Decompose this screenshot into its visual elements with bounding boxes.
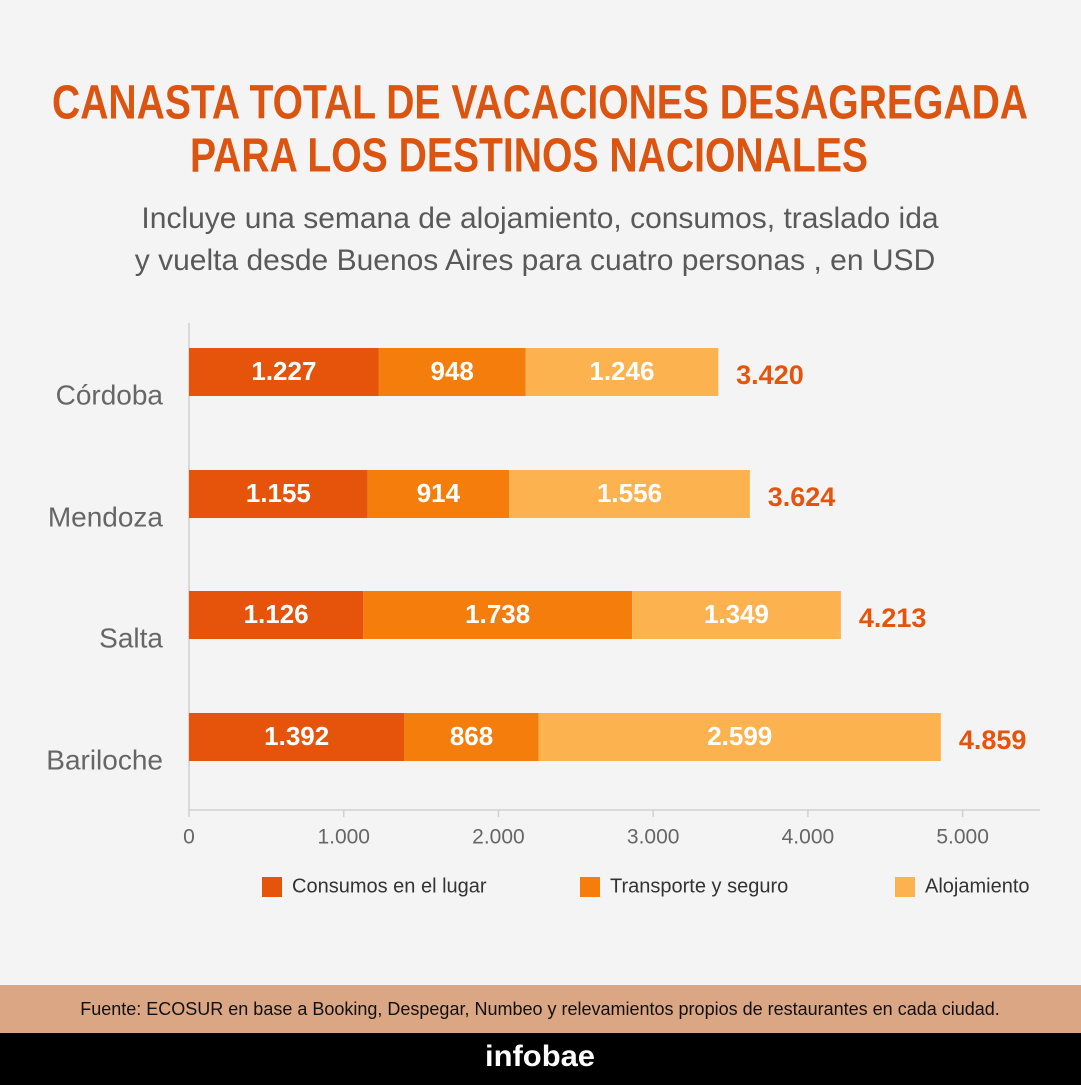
x-tick-label: 4.000: [782, 826, 835, 849]
total-label: 3.624: [768, 482, 836, 512]
legend-swatch: [580, 877, 600, 897]
value-label: 1.246: [589, 356, 654, 386]
value-label: 1.349: [704, 599, 769, 629]
value-label: 1.392: [264, 721, 329, 751]
bar-segment: [525, 348, 719, 396]
x-tick-label: 2.000: [472, 826, 525, 849]
footer: [0, 1033, 1081, 1085]
category-label: Salta: [99, 622, 163, 653]
x-tick-label: 3.000: [627, 826, 680, 849]
x-tick-label: 1.000: [317, 826, 370, 849]
category-label: Mendoza: [48, 501, 164, 532]
bar-segment: [509, 470, 750, 518]
bar-segment: [538, 713, 941, 761]
value-label: 868: [450, 721, 493, 751]
bar-segment: [189, 348, 379, 396]
title-line: PARA LOS DESTINOS NACIONALES: [190, 130, 868, 183]
legend-label: Consumos en el lugar: [292, 875, 487, 897]
bar-segment: [378, 348, 526, 396]
value-label: 948: [430, 356, 473, 386]
source-band: [0, 985, 1081, 1033]
value-label: 914: [417, 478, 461, 508]
bar-segment: [363, 591, 633, 639]
value-label: 1.556: [597, 478, 662, 508]
value-label: 1.155: [246, 478, 311, 508]
title-line: CANASTA TOTAL DE VACACIONES DESAGREGADA: [52, 77, 1028, 130]
legend-swatch: [895, 877, 915, 897]
legend-label: Alojamiento: [925, 875, 1030, 897]
legend-label: Transporte y seguro: [610, 875, 788, 897]
subtitle-line: Incluye una semana de alojamiento, consu…: [141, 202, 938, 235]
value-label: 1.738: [465, 599, 530, 629]
total-label: 4.213: [859, 603, 927, 633]
bar-segment: [189, 591, 364, 639]
category-label: Córdoba: [56, 379, 164, 410]
x-tick-label: 5.000: [936, 826, 989, 849]
total-label: 3.420: [736, 360, 804, 390]
brand: infobae: [485, 1040, 595, 1073]
bar-segment: [189, 713, 405, 761]
value-label: 1.227: [251, 356, 316, 386]
total-label: 4.859: [959, 725, 1027, 755]
value-label: 1.126: [244, 599, 309, 629]
legend-swatch: [262, 877, 282, 897]
bar-segment: [404, 713, 539, 761]
subtitle-line: y vuelta desde Buenos Aires para cuatro …: [135, 244, 935, 277]
source: Fuente: ECOSUR en base a Booking, Despeg…: [80, 999, 1000, 1019]
bar-segment: [189, 470, 368, 518]
value-label: 2.599: [707, 721, 772, 751]
x-tick-label: 0: [183, 826, 195, 849]
bar-segment: [367, 470, 510, 518]
category-label: Bariloche: [46, 744, 163, 775]
bar-segment: [632, 591, 841, 639]
